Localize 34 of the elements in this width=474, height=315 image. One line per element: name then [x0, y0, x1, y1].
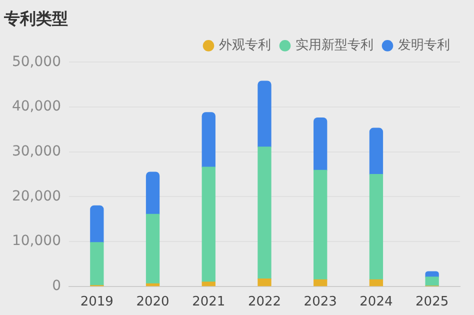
bar	[314, 117, 328, 171]
bar	[90, 205, 104, 243]
bar	[369, 279, 384, 286]
x-tick-label: 2024	[360, 294, 393, 310]
y-tick-label: 0	[52, 278, 61, 294]
y-tick-label: 30,000	[12, 144, 61, 160]
x-tick-label: 2025	[416, 294, 449, 310]
y-tick-label: 10,000	[12, 233, 61, 250]
bar	[314, 170, 328, 280]
legend-label: 实用新型专利	[296, 38, 374, 54]
x-tick-label: 2019	[80, 294, 114, 310]
bar	[369, 174, 384, 280]
bar	[146, 172, 160, 215]
bar	[314, 279, 328, 286]
legend-label: 发明专利	[398, 38, 450, 54]
x-tick-label: 2021	[192, 294, 226, 310]
bar	[258, 146, 272, 280]
y-tick-label: 20,000	[12, 188, 61, 204]
y-tick-label: 40,000	[12, 98, 61, 115]
bar	[369, 128, 384, 175]
x-tick-label: 2023	[304, 294, 337, 310]
bar	[90, 242, 104, 286]
x-tick-label: 2020	[136, 294, 170, 310]
bar	[202, 282, 216, 286]
bar	[202, 166, 216, 282]
chart-title: 专利类型	[3, 8, 68, 28]
bar	[258, 278, 272, 286]
bar	[146, 214, 160, 284]
bar	[202, 112, 216, 168]
y-tick-label: 50,000	[12, 54, 61, 70]
x-tick-label: 2022	[248, 294, 282, 310]
bar	[258, 80, 272, 148]
bar	[425, 276, 439, 286]
legend-label: 外观专利	[219, 38, 271, 54]
